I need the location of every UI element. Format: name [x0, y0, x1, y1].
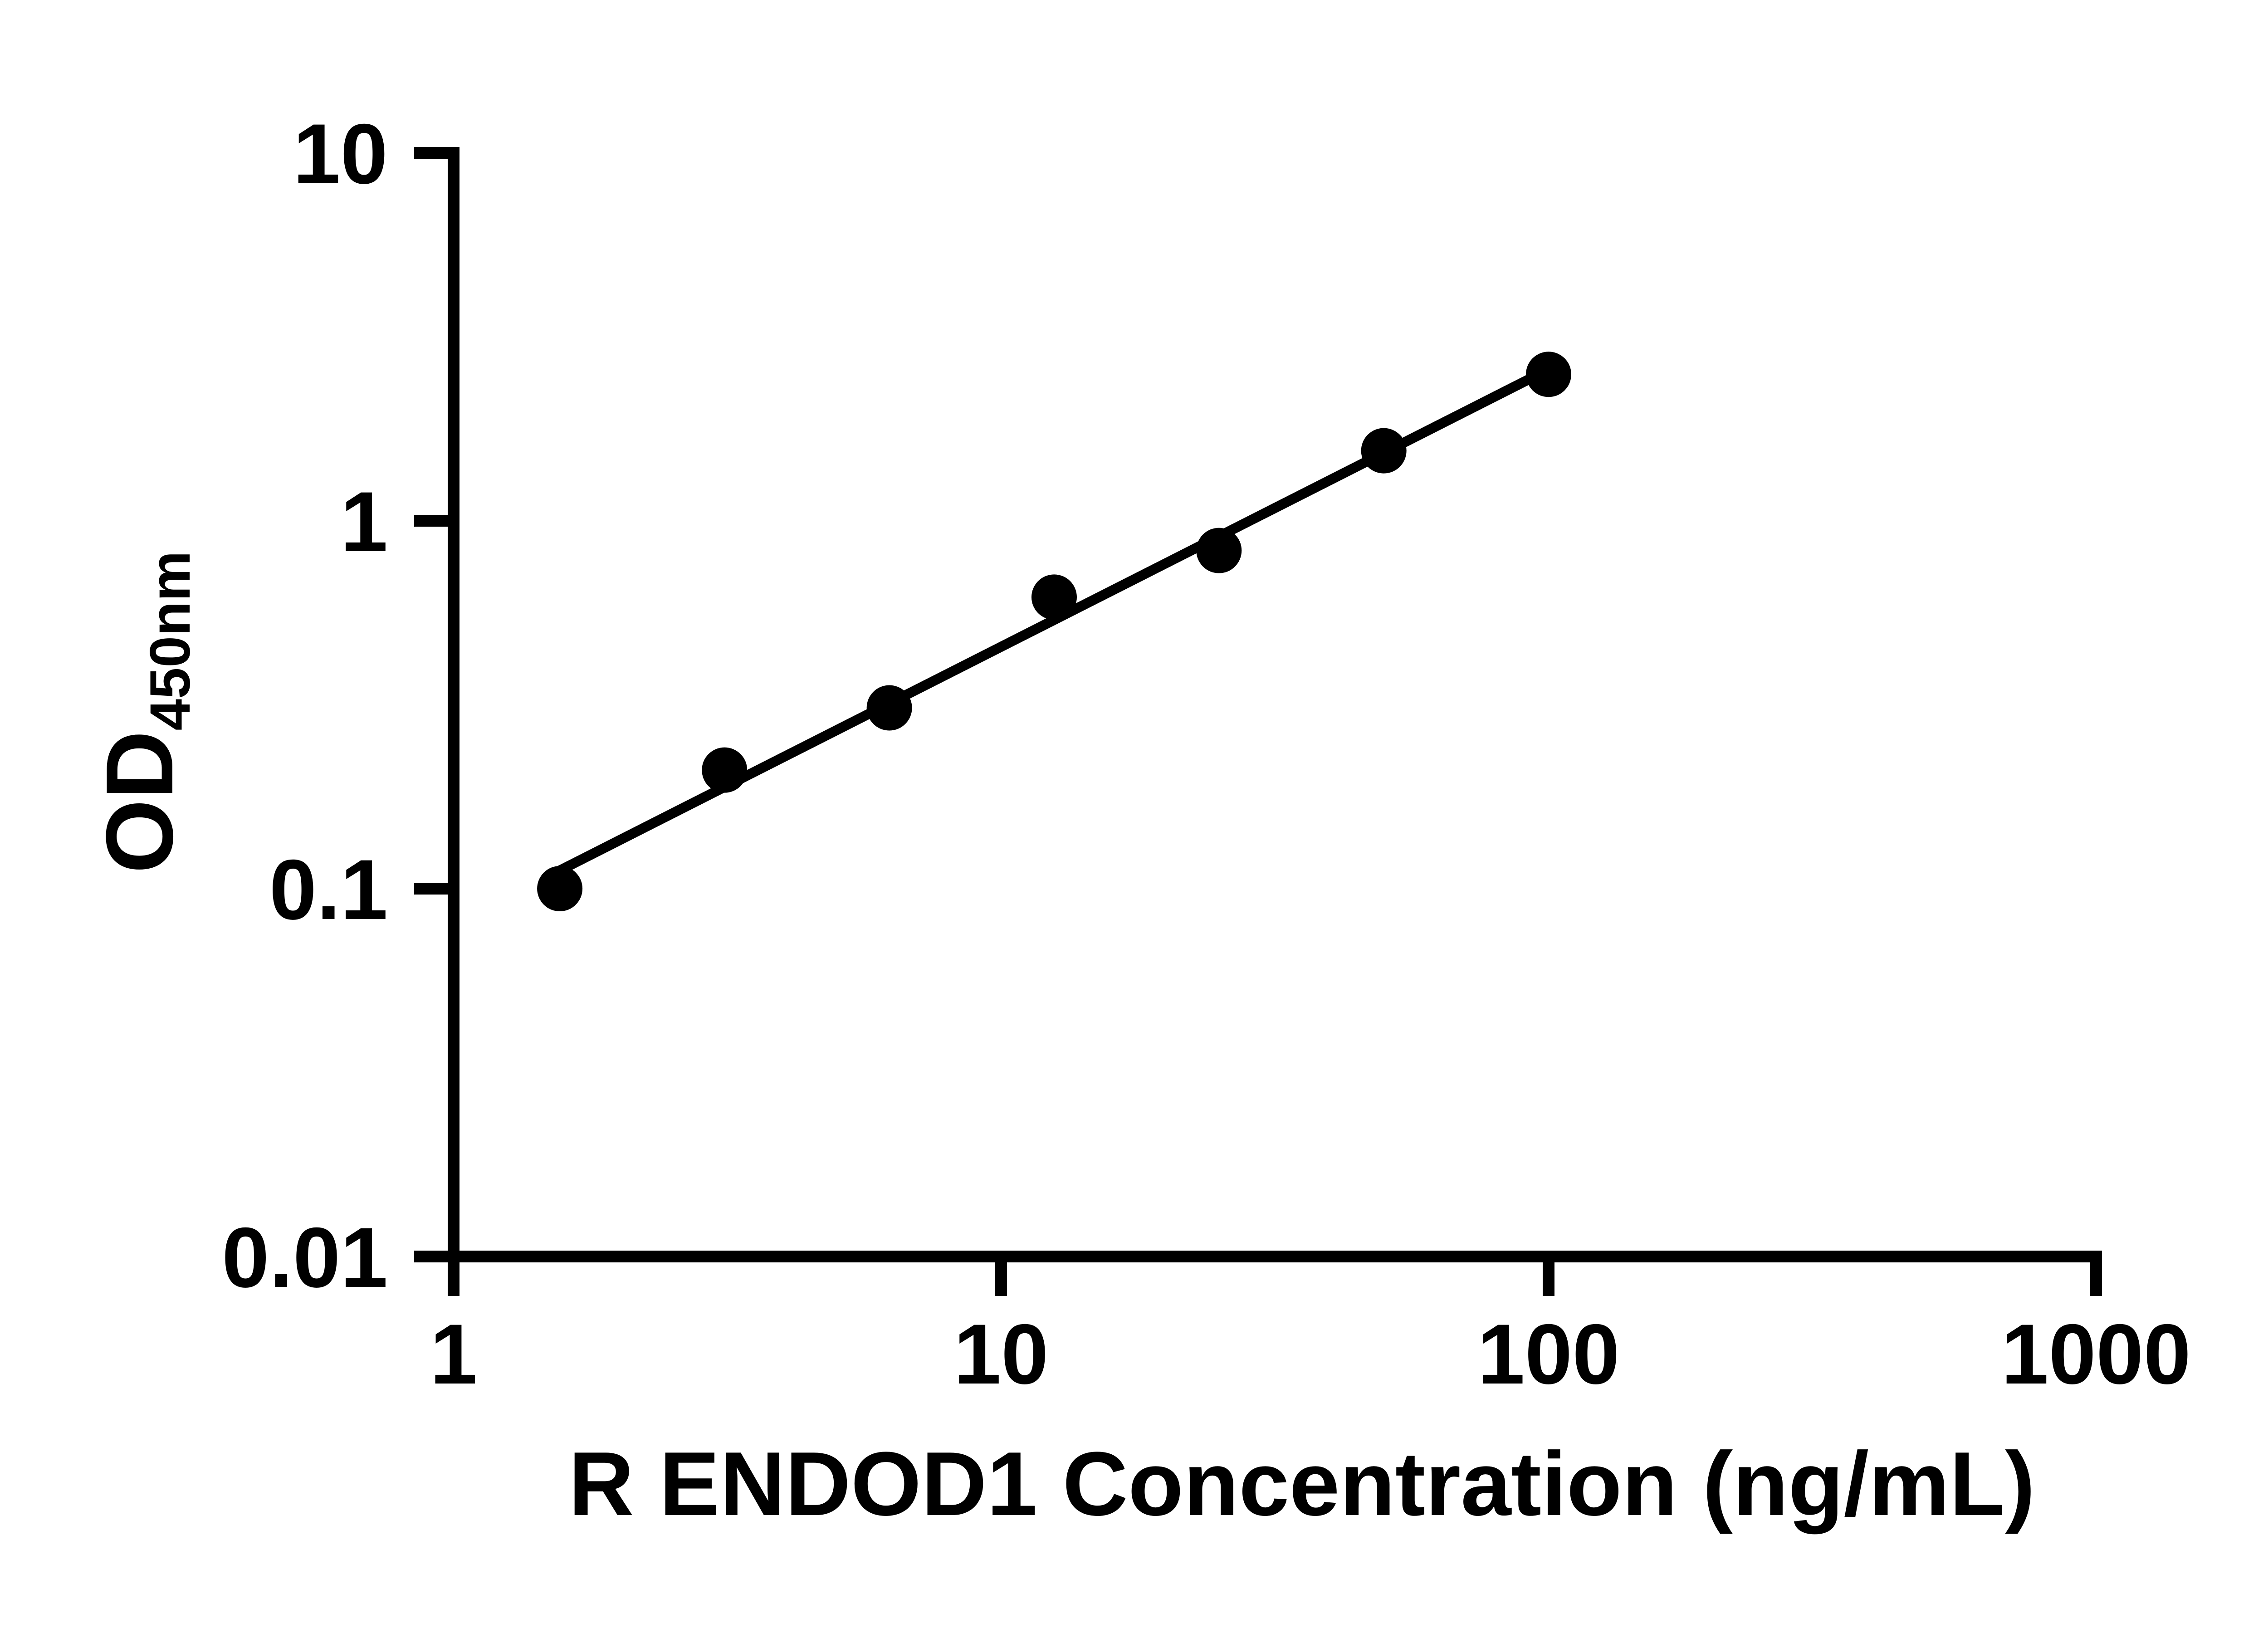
y-axis-tick-label: 1 [340, 474, 388, 569]
y-axis-tick-label: 10 [293, 106, 388, 201]
x-axis-tick-label: 10 [953, 1306, 1048, 1402]
x-axis-tick-label: 100 [1477, 1306, 1620, 1402]
axis-labels-layer: 0.01 0.1 1 10 1 10 100 1000 R ENDOD1 Concentrati… [86, 106, 2191, 1535]
data-point [702, 747, 748, 793]
y-axis-title: OD450nm [86, 551, 202, 873]
axes-layer [414, 147, 2102, 1296]
data-point [1526, 352, 1571, 397]
data-point [1361, 428, 1407, 474]
data-series-layer [537, 352, 1571, 911]
data-point [1031, 574, 1077, 620]
y-axis-title-subscript: 450nm [139, 551, 202, 730]
x-axis-tick-label: 1 [430, 1306, 478, 1402]
y-axis-tick-label: 0.1 [269, 842, 388, 937]
x-axis-tick-label: 1000 [2001, 1306, 2191, 1402]
data-point [537, 866, 583, 911]
data-point [866, 685, 912, 731]
data-point [1196, 528, 1242, 573]
y-axis-title-main: OD [86, 731, 193, 874]
x-axis-title: R ENDOD1 Concentration (ng/mL) [568, 1433, 2035, 1535]
y-axis-tick-label: 0.01 [222, 1210, 388, 1305]
